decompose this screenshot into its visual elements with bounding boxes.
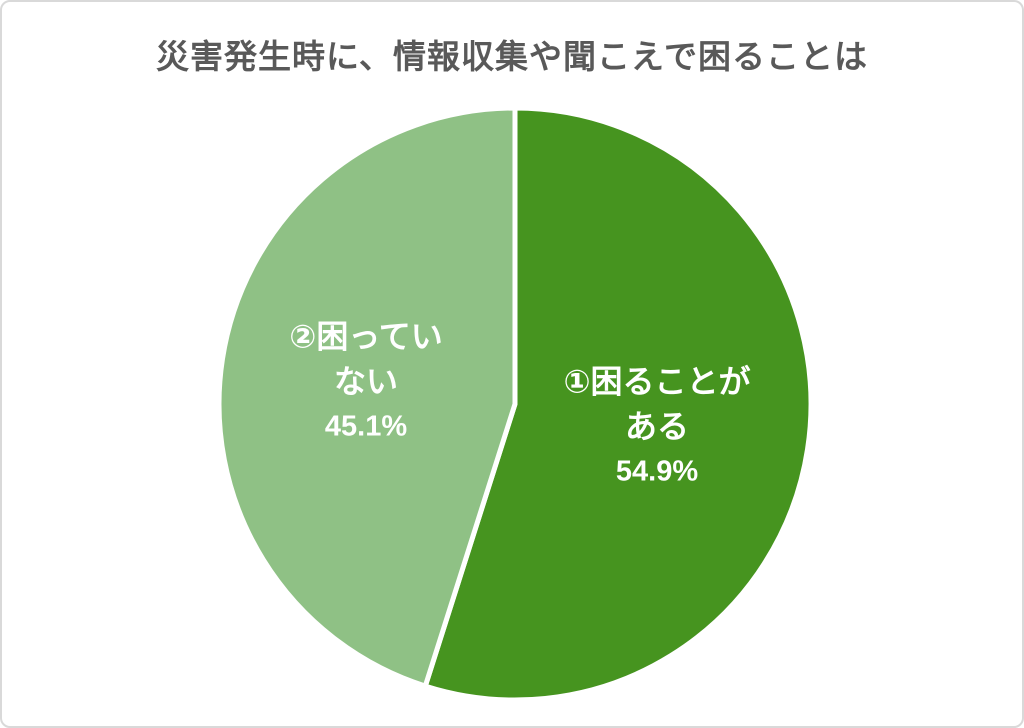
chart-title: 災害発生時に、情報収集や聞こえで困ることは (155, 38, 869, 75)
